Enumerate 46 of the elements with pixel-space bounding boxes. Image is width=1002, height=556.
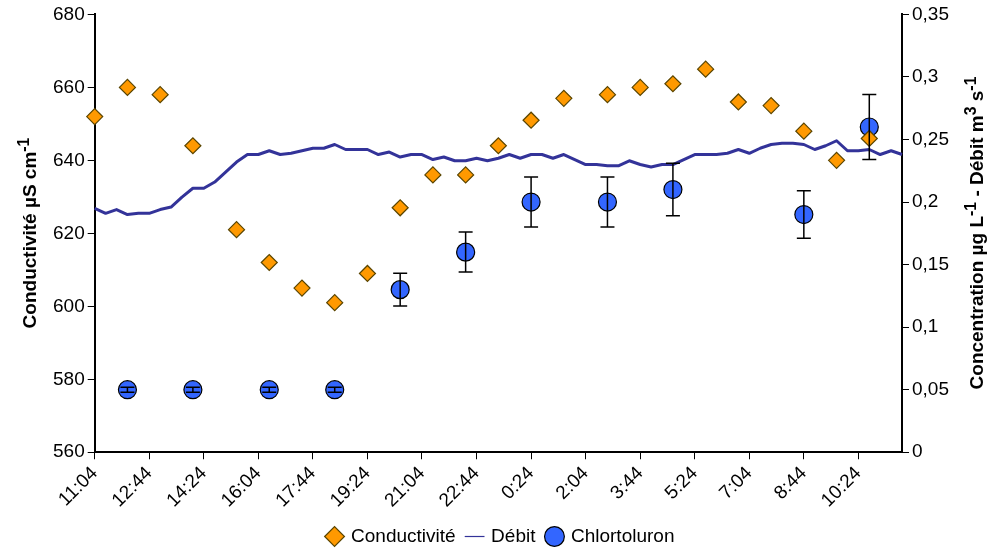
point: [227, 221, 246, 239]
point: [151, 86, 169, 104]
point: [597, 192, 618, 212]
y2-tick-label: 0,05: [912, 377, 949, 399]
legend-label: Conductivité: [351, 524, 456, 546]
y2-tick-label: 0,35: [912, 2, 949, 24]
point: [522, 111, 540, 129]
y2-tick-label: 0,3: [912, 65, 939, 87]
y-tick-label: 580: [53, 367, 85, 389]
y-tick-label: 660: [53, 75, 85, 97]
y-tick-label: 600: [53, 294, 85, 316]
point: [293, 279, 311, 297]
point: [795, 122, 813, 140]
legend-label: Débit: [491, 524, 537, 546]
point: [424, 166, 442, 184]
point: [598, 86, 617, 104]
y-tick-label: 560: [53, 440, 85, 462]
y-tick-label: 620: [53, 221, 85, 243]
point: [729, 93, 747, 111]
point: [456, 242, 476, 262]
y2-tick-label: 0,25: [912, 127, 949, 149]
point: [631, 78, 649, 96]
point: [358, 264, 377, 283]
point: [827, 151, 846, 169]
x-tick-label: 3:44: [605, 461, 648, 503]
point: [118, 78, 137, 96]
legend-label: Chlortoluron: [570, 524, 675, 546]
y2-tick-label: 0,2: [912, 190, 939, 212]
y2-tick-label: 0,1: [912, 315, 939, 337]
y2-tick-label: 0: [912, 440, 923, 462]
y-tick-label: 680: [53, 2, 85, 24]
x-tick-label: 0:24: [496, 461, 538, 503]
point: [86, 107, 104, 126]
x-tick-label: 7:04: [714, 461, 757, 503]
point: [697, 60, 715, 78]
point: [762, 97, 780, 115]
y-tick-label: 640: [53, 148, 85, 170]
point: [184, 137, 202, 155]
point: [489, 137, 507, 155]
point: [391, 199, 409, 217]
point: [555, 89, 573, 107]
point: [457, 166, 475, 184]
y2-tick-label: 0,15: [912, 252, 949, 274]
point: [260, 253, 278, 272]
point: [326, 294, 344, 312]
point: [664, 75, 682, 93]
